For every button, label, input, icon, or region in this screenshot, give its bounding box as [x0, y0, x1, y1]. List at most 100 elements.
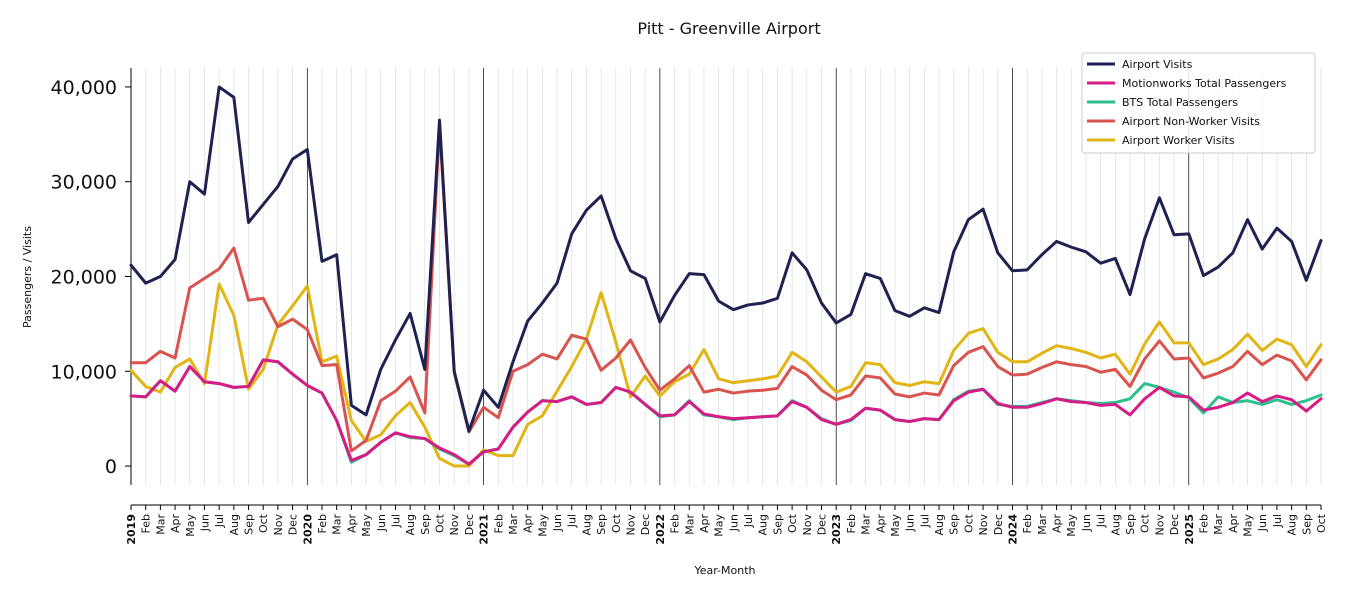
x-tick-year-label: 2021: [478, 514, 491, 545]
x-tick-year-label: 2019: [125, 514, 138, 545]
x-tick-month-label: Oct: [1315, 513, 1328, 533]
x-tick-month-label: Jun: [375, 514, 388, 532]
x-tick-month-label: Feb: [1197, 514, 1210, 533]
x-tick-month-label: Nov: [448, 514, 461, 536]
x-tick-month-label: Aug: [1109, 514, 1122, 535]
x-tick-month-label: Oct: [1139, 513, 1152, 533]
y-axis: 0 10,000 20,000 30,000 40,000: [51, 68, 132, 485]
x-tick-month-label: Nov: [801, 514, 814, 536]
x-tick-month-label: Sep: [948, 514, 961, 535]
x-tick-month-label: May: [713, 514, 726, 537]
x-tick-month-label: Aug: [228, 514, 241, 535]
x-tick-month-label: Jul: [566, 514, 579, 528]
x-tick-month-label: Mar: [331, 514, 344, 535]
x-tick-month-label: Apr: [698, 514, 711, 534]
x-tick-month-label: Feb: [845, 514, 858, 533]
y-axis-label: Passengers / Visits: [21, 226, 34, 328]
x-tick-month-label: May: [1242, 514, 1255, 537]
x-tick-month-label: Aug: [757, 514, 770, 535]
x-tick-month-label: Apr: [1051, 514, 1064, 534]
series-line-motionworks-total-passengers: [129, 358, 1323, 466]
x-tick-month-label: Jul: [213, 514, 226, 528]
x-tick-month-label: Mar: [1036, 514, 1049, 535]
x-tick-month-label: Jun: [727, 514, 740, 532]
x-tick-month-label: Sep: [771, 514, 784, 535]
y-tick-label: 30,000: [51, 172, 117, 194]
x-tick-month-label: Apr: [345, 514, 358, 534]
x-tick-month-label: Mar: [507, 514, 520, 535]
x-tick-month-label: Dec: [639, 514, 652, 535]
x-tick-month-label: Oct: [434, 513, 447, 533]
x-tick-month-label: Aug: [404, 514, 417, 535]
x-tick-month-label: Nov: [625, 514, 638, 536]
x-tick-month-label: Feb: [492, 514, 505, 533]
x-tick-month-label: Apr: [522, 514, 535, 534]
x-tick-month-label: Jun: [904, 514, 917, 532]
chart-title: Pitt - Greenville Airport: [637, 19, 820, 38]
x-tick-month-label: Sep: [419, 514, 432, 535]
x-tick-month-label: Mar: [860, 514, 873, 535]
y-tick-label: 20,000: [51, 267, 117, 289]
x-tick-month-label: Oct: [257, 513, 270, 533]
x-tick-month-label: Nov: [272, 514, 285, 536]
x-tick-month-label: Feb: [140, 514, 153, 533]
x-tick-month-label: Jun: [551, 514, 564, 532]
x-tick-month-label: Jun: [198, 514, 211, 532]
x-tick-month-label: Mar: [683, 514, 696, 535]
x-axis-label: Year-Month: [693, 564, 755, 577]
x-tick-month-label: Feb: [669, 514, 682, 533]
x-tick-month-label: Dec: [815, 514, 828, 535]
x-tick-month-label: Jul: [389, 514, 402, 528]
series-line-airport-non-worker-visits: [129, 123, 1323, 453]
x-tick-month-label: Apr: [169, 514, 182, 534]
x-tick-month-label: Jul: [1095, 514, 1108, 528]
x-tick-month-label: Dec: [287, 514, 300, 535]
legend-label: Motionworks Total Passengers: [1122, 77, 1287, 90]
x-tick-month-label: Jul: [918, 514, 931, 528]
x-tick-month-label: May: [360, 514, 373, 537]
x-tick-month-label: Sep: [595, 514, 608, 535]
x-tick-year-label: 2025: [1183, 514, 1196, 545]
y-tick-label: 40,000: [51, 77, 117, 99]
legend-label: BTS Total Passengers: [1122, 96, 1238, 109]
x-tick-month-label: Aug: [933, 514, 946, 535]
x-tick-month-label: May: [184, 514, 197, 537]
series-line-airport-visits: [129, 85, 1323, 433]
x-tick-month-label: Jun: [1080, 514, 1093, 532]
y-tick-label: 10,000: [51, 361, 117, 383]
x-tick-month-label: Sep: [1300, 514, 1313, 535]
x-tick-month-label: May: [536, 514, 549, 537]
series-lines: [129, 85, 1323, 468]
x-tick-month-label: May: [889, 514, 902, 537]
x-tick-month-label: Jun: [1256, 514, 1269, 532]
x-tick-year-label: 2020: [301, 514, 314, 545]
x-tick-month-label: Jul: [1271, 514, 1284, 528]
x-tick-month-label: Feb: [1021, 514, 1034, 533]
x-tick-month-label: Mar: [154, 514, 167, 535]
x-axis: 2019 Feb Mar Apr May Jun Jul Aug Sep Oct Nov Dec 202…: [125, 504, 1328, 545]
x-tick-month-label: Nov: [1153, 514, 1166, 536]
x-tick-month-label: Sep: [243, 514, 256, 535]
series-line-airport-worker-visits: [129, 282, 1323, 468]
x-tick-month-label: Nov: [977, 514, 990, 536]
y-tick-label: 0: [105, 456, 117, 478]
x-tick-month-label: Feb: [316, 514, 329, 533]
x-tick-month-label: Aug: [1286, 514, 1299, 535]
x-tick-month-label: Oct: [610, 513, 623, 533]
series-line-bts-total-passengers: [129, 358, 1323, 466]
x-tick-month-label: Oct: [786, 513, 799, 533]
x-tick-month-label: Dec: [992, 514, 1005, 535]
legend: Airport Visits Motionworks Total Passenge…: [1081, 52, 1316, 154]
x-tick-year-label: 2023: [830, 514, 843, 545]
legend-label: Airport Worker Visits: [1122, 134, 1235, 147]
x-tick-month-label: Aug: [580, 514, 593, 535]
x-tick-month-label: Dec: [1168, 514, 1181, 535]
x-tick-month-label: May: [1065, 514, 1078, 537]
legend-label: Airport Non-Worker Visits: [1122, 115, 1260, 128]
x-tick-month-label: Jul: [742, 514, 755, 528]
x-tick-month-label: Apr: [874, 514, 887, 534]
x-tick-year-label: 2022: [654, 514, 667, 545]
legend-box: [1081, 52, 1316, 154]
x-tick-month-label: Sep: [1124, 514, 1137, 535]
